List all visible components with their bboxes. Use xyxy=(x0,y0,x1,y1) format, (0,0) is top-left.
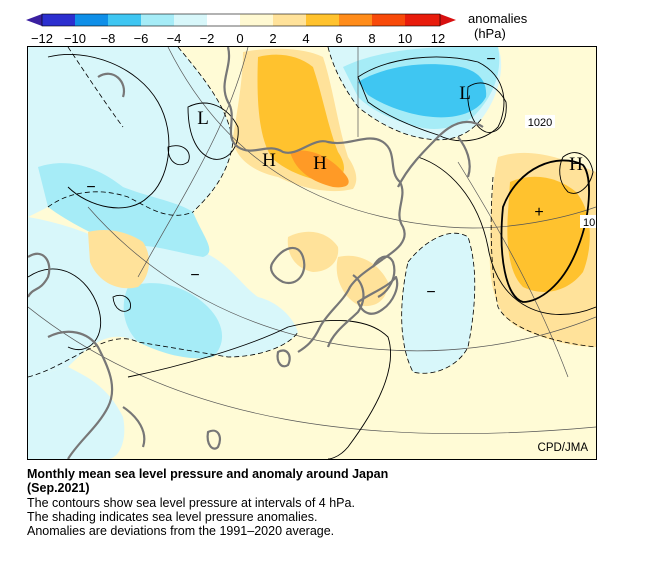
positive-anomaly-shading xyxy=(88,48,596,347)
colorbar-tick: −2 xyxy=(200,31,215,46)
colorbar-tick: 2 xyxy=(269,31,276,46)
colorbar-tick: −8 xyxy=(101,31,116,46)
colorbar-segment xyxy=(339,14,372,26)
colorbar-segment xyxy=(207,14,240,26)
high-pressure-center: H xyxy=(262,150,276,171)
colorbar-segment xyxy=(174,14,207,26)
colorbar-tick: −6 xyxy=(134,31,149,46)
caption-line: Anomalies are deviations from the 1991–2… xyxy=(27,524,335,538)
anomaly-sign: − xyxy=(86,179,95,196)
colorbar-tick: 8 xyxy=(368,31,375,46)
colorbar-tick: 10 xyxy=(398,31,412,46)
colorbar-tick: 12 xyxy=(431,31,445,46)
colorbar-left-arrow xyxy=(26,14,42,26)
caption-title: Monthly mean sea level pressure and anom… xyxy=(27,467,389,481)
caption-period: (Sep.2021) xyxy=(27,481,90,495)
anomaly-sign: − xyxy=(190,267,199,284)
colorbar-segment xyxy=(42,14,75,26)
colorbar-segment xyxy=(75,14,108,26)
contour-label: 1020 xyxy=(528,117,552,129)
colorbar-tick: −12 xyxy=(31,31,53,46)
anomaly-sign: − xyxy=(426,284,435,301)
legend-title: anomalies xyxy=(468,11,528,26)
colorbar-tick: 0 xyxy=(236,31,243,46)
anomaly-sign: + xyxy=(534,204,543,221)
coastlines xyxy=(28,47,484,459)
colorbar-tick: −10 xyxy=(64,31,86,46)
graticule xyxy=(28,47,596,435)
low-pressure-center: L xyxy=(197,108,209,129)
colorbar-tick: −4 xyxy=(167,31,182,46)
anomaly-colorbar: −12 −10 −8 −6 −4 −2 0 2 4 6 8 10 12 xyxy=(26,13,456,46)
high-pressure-center: H xyxy=(569,154,583,175)
negative-anomaly-shading xyxy=(28,47,502,459)
colorbar-segment xyxy=(240,14,273,26)
contour-label: 10 xyxy=(583,217,595,229)
legend-unit: (hPa) xyxy=(474,26,506,41)
colorbar-tick: 4 xyxy=(302,31,309,46)
colorbar-segment xyxy=(306,14,339,26)
colorbar-segment xyxy=(141,14,174,26)
isobar-contours xyxy=(28,53,596,459)
colorbar-segment xyxy=(372,14,405,26)
colorbar-tick: 6 xyxy=(335,31,342,46)
map-credit: CPD/JMA xyxy=(538,442,589,454)
pressure-anomaly-map: L L H H H − − − − + 1020 10 CPD/JMA xyxy=(27,46,597,460)
zero-anomaly-contours xyxy=(28,47,596,378)
anomaly-sign: − xyxy=(486,51,495,68)
low-pressure-center: L xyxy=(459,83,471,104)
colorbar-segment xyxy=(108,14,141,26)
colorbar-segment xyxy=(273,14,306,26)
colorbar-right-arrow xyxy=(440,14,456,26)
high-pressure-center: H xyxy=(313,153,327,174)
caption-line: The contours show sea level pressure at … xyxy=(27,496,355,510)
caption-line: The shading indicates sea level pressure… xyxy=(27,510,318,524)
colorbar-segment xyxy=(405,14,440,26)
